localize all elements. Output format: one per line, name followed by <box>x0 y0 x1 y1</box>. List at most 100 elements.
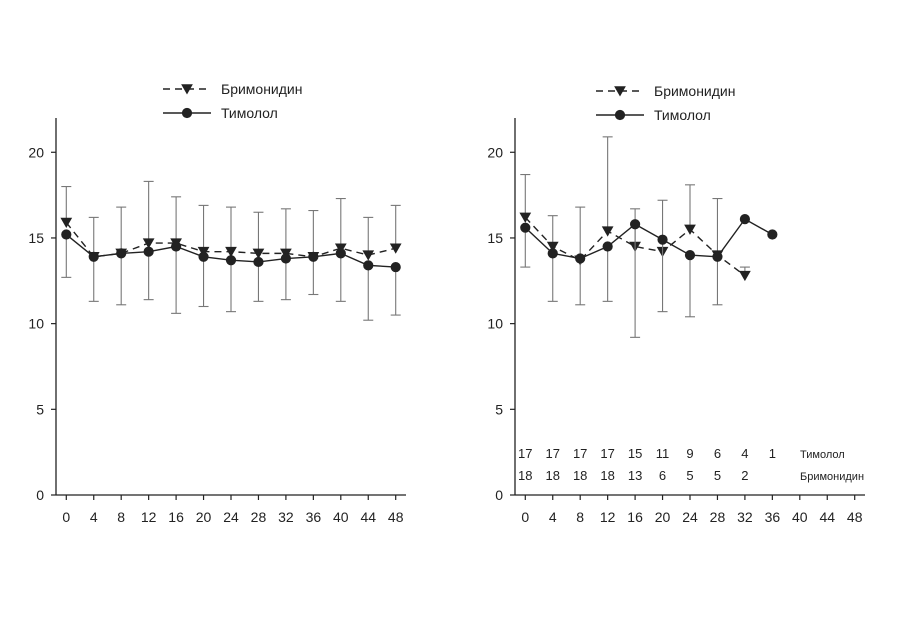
legend-marker-triangle <box>181 84 193 95</box>
y-tick-label: 20 <box>28 144 44 160</box>
y-tick-label: 15 <box>487 230 503 246</box>
x-tick-label: 32 <box>278 509 294 525</box>
x-tick-label: 24 <box>682 509 698 525</box>
data-point-circle <box>575 253 586 264</box>
data-point-circle <box>335 248 346 259</box>
count-value: 17 <box>600 446 614 461</box>
x-tick-label: 44 <box>819 509 835 525</box>
data-point-circle <box>363 260 374 271</box>
count-value: 17 <box>573 446 587 461</box>
count-value: 4 <box>741 446 748 461</box>
data-point-circle <box>547 248 558 259</box>
count-value: 18 <box>518 468 532 483</box>
x-tick-label: 40 <box>792 509 808 525</box>
data-point-circle <box>280 253 292 264</box>
x-tick-label: 20 <box>196 509 212 525</box>
data-point-circle <box>390 261 401 273</box>
data-point-circle <box>308 251 319 262</box>
data-point-circle <box>116 248 127 259</box>
data-point-triangle <box>362 250 375 261</box>
x-tick-label: 28 <box>710 509 726 525</box>
count-value: 17 <box>546 446 560 461</box>
count-value: 9 <box>686 446 693 461</box>
y-tick-label: 5 <box>495 401 503 417</box>
legend-label-brimonidine: Бримонидин <box>654 83 735 99</box>
data-point-circle <box>712 251 723 262</box>
data-point-circle <box>61 229 72 240</box>
count-value: 6 <box>659 468 666 483</box>
y-tick-label: 10 <box>487 316 503 332</box>
count-value: 1 <box>769 446 776 461</box>
x-tick-label: 16 <box>627 509 643 525</box>
data-point-circle <box>739 214 751 225</box>
data-point-triangle <box>142 238 155 249</box>
count-value: 18 <box>546 468 560 483</box>
data-point-circle <box>629 219 641 230</box>
x-tick-label: 8 <box>576 509 584 525</box>
count-value: 6 <box>714 446 721 461</box>
legend-marker-circle <box>614 109 626 121</box>
data-point-triangle <box>601 226 614 237</box>
count-value: 2 <box>741 468 748 483</box>
data-point-triangle <box>252 248 265 259</box>
x-tick-label: 4 <box>549 509 557 525</box>
legend-label-timolol: Тимолол <box>654 107 711 123</box>
x-tick-label: 8 <box>117 509 125 525</box>
data-point-circle <box>767 229 778 240</box>
data-point-circle <box>198 251 209 262</box>
x-tick-label: 24 <box>223 509 239 525</box>
data-point-circle <box>225 255 237 266</box>
data-point-circle <box>684 249 696 261</box>
series-line-brimonidine <box>524 216 746 277</box>
x-tick-label: 4 <box>90 509 98 525</box>
x-tick-label: 48 <box>388 509 404 525</box>
y-tick-label: 15 <box>28 230 44 246</box>
series-line-timolol <box>524 218 773 260</box>
data-point-circle <box>602 241 613 252</box>
data-point-triangle <box>225 246 237 258</box>
data-point-circle <box>143 246 154 257</box>
count-value: 18 <box>600 468 614 483</box>
x-tick-label: 32 <box>737 509 753 525</box>
x-tick-label: 20 <box>655 509 671 525</box>
data-point-triangle <box>60 217 73 229</box>
data-point-triangle <box>546 241 559 253</box>
count-value: 5 <box>686 468 693 483</box>
y-tick-label: 10 <box>28 316 44 332</box>
y-tick-label: 0 <box>36 487 44 503</box>
data-point-triangle <box>739 270 751 282</box>
x-tick-label: 0 <box>62 509 70 525</box>
x-tick-label: 36 <box>306 509 322 525</box>
count-value: 5 <box>714 468 721 483</box>
legend-label-brimonidine: Бримонидин <box>221 81 302 97</box>
x-tick-label: 16 <box>168 509 184 525</box>
count-value: 18 <box>573 468 587 483</box>
data-point-circle <box>520 222 531 233</box>
y-tick-label: 20 <box>487 144 503 160</box>
x-tick-label: 40 <box>333 509 349 525</box>
data-point-triangle <box>389 243 402 254</box>
count-value: 13 <box>628 468 642 483</box>
count-value: 11 <box>656 446 670 461</box>
count-row-label: Тимолол <box>800 449 845 461</box>
data-point-circle <box>253 256 264 268</box>
legend-marker-triangle <box>614 86 626 97</box>
count-value: 17 <box>518 446 532 461</box>
x-tick-label: 28 <box>251 509 267 525</box>
y-tick-label: 0 <box>495 487 503 503</box>
legend-marker-circle <box>181 107 193 119</box>
count-row-label: Бримонидин <box>800 471 864 483</box>
legend-label-timolol: Тимолол <box>221 105 278 121</box>
x-tick-label: 0 <box>521 509 529 525</box>
data-point-triangle <box>684 224 696 235</box>
x-tick-label: 12 <box>600 509 616 525</box>
data-point-triangle <box>519 212 532 223</box>
x-tick-label: 44 <box>360 509 376 525</box>
x-tick-label: 36 <box>765 509 781 525</box>
x-tick-label: 12 <box>141 509 157 525</box>
y-tick-label: 5 <box>36 401 44 417</box>
x-tick-label: 48 <box>847 509 863 525</box>
